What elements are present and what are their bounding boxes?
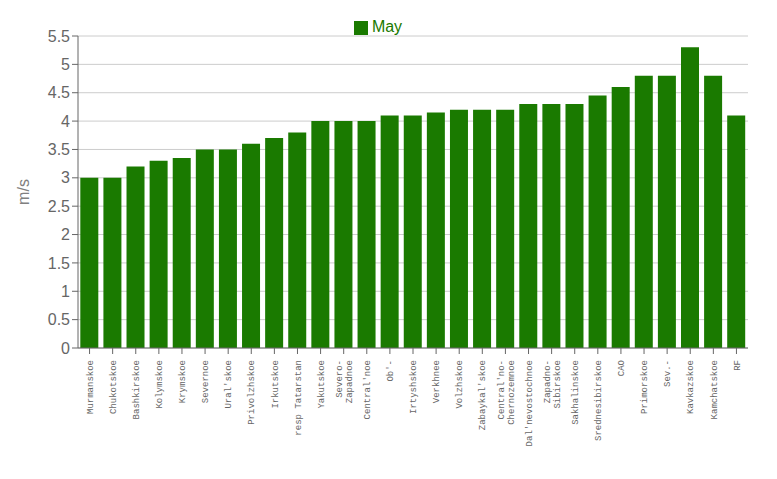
svg-text:Kamchatskoe: Kamchatskoe <box>709 360 719 419</box>
svg-text:Sakhalinskoe: Sakhalinskoe <box>571 360 581 425</box>
html-text:May: May <box>371 18 403 35</box>
svg-text:Kavkazskoe: Kavkazskoe <box>686 360 696 414</box>
svg-text:Sev.-: Sev.- <box>663 360 673 387</box>
svg-text:Ural'skoe: Ural'skoe <box>224 360 234 409</box>
svg-text:Zabaykal'skoe: Zabaykal'skoe <box>478 360 488 430</box>
svg-text:RF: RF <box>733 360 743 371</box>
svg-text:2: 2 <box>61 226 70 243</box>
svg-text:Verkhnee: Verkhnee <box>432 360 442 403</box>
svg-text:4: 4 <box>61 113 70 130</box>
svg-text:3.5: 3.5 <box>48 141 70 158</box>
svg-text:Ob'-: Ob'- <box>386 360 396 382</box>
svg-text:4.5: 4.5 <box>48 84 70 101</box>
svg-text:5.5: 5.5 <box>48 28 70 45</box>
svg-text:Murmanskoe: Murmanskoe <box>86 360 96 414</box>
svg-text:Primorskoe: Primorskoe <box>640 360 650 414</box>
svg-text:5: 5 <box>61 56 70 73</box>
svg-text:1.5: 1.5 <box>48 255 70 272</box>
svg-text:0.5: 0.5 <box>48 311 70 328</box>
svg-text:Central'no-Chernozemnoe: Central'no-Chernozemnoe <box>497 360 517 425</box>
svg-text:3: 3 <box>61 169 70 186</box>
svg-text:Zapadno-Sibirskoe: Zapadno-Sibirskoe <box>543 360 563 409</box>
svg-text:Kolymskoe: Kolymskoe <box>155 360 165 409</box>
svg-text:Severnoe: Severnoe <box>201 360 211 403</box>
svg-text:Yakutskoe: Yakutskoe <box>317 360 327 409</box>
svg-text:Krymskoe: Krymskoe <box>178 360 188 403</box>
svg-text:Dal'nevostochnoe: Dal'nevostochnoe <box>525 360 535 446</box>
svg-text:Bashkirskoe: Bashkirskoe <box>132 360 142 419</box>
svg-text:1: 1 <box>61 283 70 300</box>
svg-text:2.5: 2.5 <box>48 198 70 215</box>
svg-text:0: 0 <box>61 340 70 357</box>
svg-text:Chukotskoe: Chukotskoe <box>109 360 119 414</box>
svg-text:CAO: CAO <box>617 360 627 376</box>
svg-text:Irtyshskoe: Irtyshskoe <box>409 360 419 414</box>
svg-text:Srednesibirskoe: Srednesibirskoe <box>594 360 604 441</box>
svg-text:Volzhskoe: Volzhskoe <box>455 360 465 409</box>
svg-text:Central'noe: Central'noe <box>363 360 373 419</box>
svg-text:Privolzhskoe: Privolzhskoe <box>247 360 257 425</box>
svg-text:Severo-Zapadnoe: Severo-Zapadnoe <box>335 360 355 403</box>
svg-text:m/s: m/s <box>15 179 32 205</box>
svg-text:Irkutskoe: Irkutskoe <box>271 360 281 409</box>
svg-text:resp Tatarstan: resp Tatarstan <box>294 360 304 436</box>
